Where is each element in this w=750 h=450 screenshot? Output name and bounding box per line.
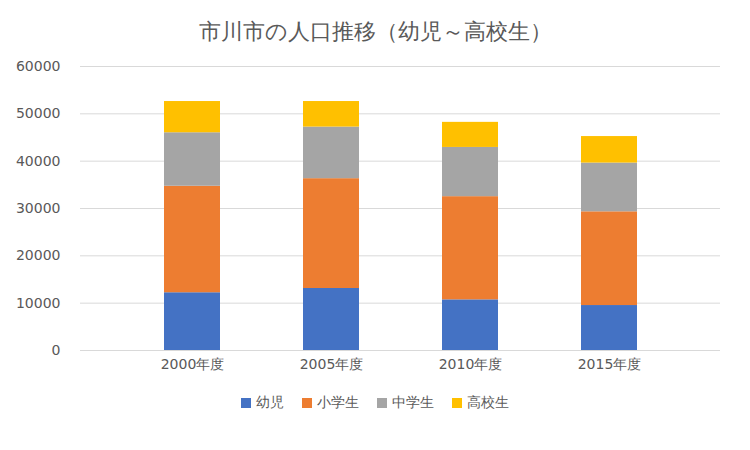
svg-text:60000: 60000	[16, 58, 61, 74]
svg-text:2010年度: 2010年度	[439, 356, 503, 372]
html-text:中学生: 中学生	[392, 394, 434, 410]
svg-text:2015年度: 2015年度	[578, 356, 642, 372]
html-text:市川市の人口推移（幼児～高校生）: 市川市の人口推移（幼児～高校生）	[198, 19, 552, 44]
svg-text:10000: 10000	[16, 295, 61, 311]
svg-text:2005年度: 2005年度	[300, 356, 364, 372]
svg-text:2000年度: 2000年度	[161, 356, 225, 372]
html-text:小学生: 小学生	[317, 394, 359, 410]
svg-text:20000: 20000	[16, 247, 61, 263]
svg-text:0: 0	[52, 342, 61, 358]
svg-text:30000: 30000	[16, 200, 61, 216]
svg-text:50000: 50000	[16, 105, 61, 121]
html-text:幼児: 幼児	[256, 394, 284, 410]
svg-text:40000: 40000	[16, 153, 61, 169]
html-text:高校生: 高校生	[467, 394, 509, 410]
